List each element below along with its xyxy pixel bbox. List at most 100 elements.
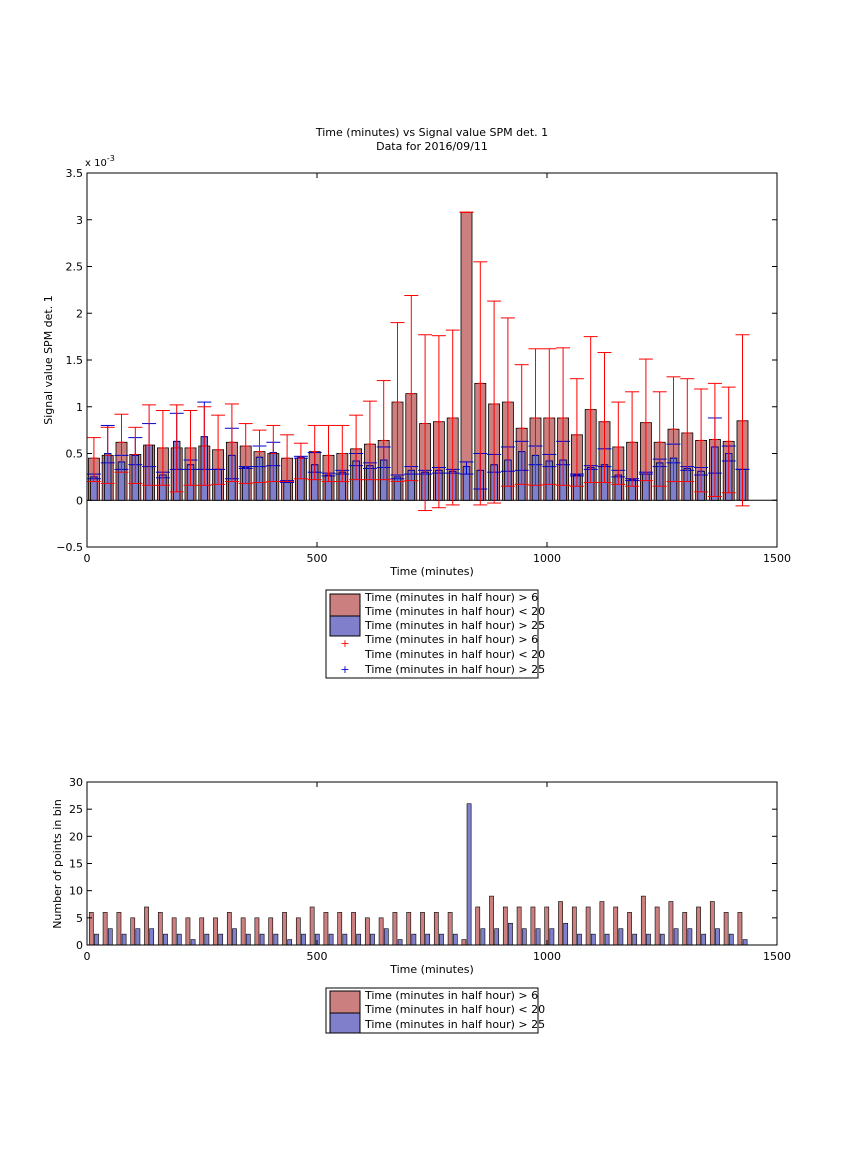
legend-label-5: Time (minutes in half hour) < 20 — [364, 648, 545, 661]
count-bar-blue — [673, 928, 679, 946]
count-bar-red — [461, 939, 467, 946]
count-bar-red — [171, 917, 177, 946]
count-bar-blue — [480, 928, 486, 946]
count-legend-swatch-red — [329, 990, 361, 1014]
signal-y-tick-label: 0 — [76, 494, 83, 507]
count-bar-red — [627, 912, 632, 946]
count-bar-red — [323, 912, 329, 946]
signal-y-tick-label: 2 — [76, 307, 83, 320]
count-bar-red — [309, 906, 315, 946]
count-bar-red — [144, 906, 149, 946]
count-bar-blue — [632, 933, 638, 946]
count-legend-label-3: Time (minutes in half hour) > 25 — [364, 1018, 545, 1031]
signal-bar-red — [460, 211, 473, 501]
count-bar-blue — [383, 928, 389, 946]
count-bar-blue — [356, 933, 362, 946]
count-bars — [88, 803, 748, 946]
count-bar-blue — [397, 939, 403, 946]
count-bar-blue — [135, 928, 141, 946]
signal-x-tick-label: 1000 — [533, 552, 561, 565]
count-bar-blue — [190, 939, 196, 946]
signal-x-tick-label: 500 — [307, 552, 328, 565]
count-bar-red — [571, 906, 577, 946]
count-bar-blue — [94, 933, 99, 946]
signal-y-multiplier: x 10-3 — [85, 154, 115, 169]
count-x-tick-label: 0 — [84, 950, 91, 963]
signal-axes-box — [86, 172, 778, 548]
count-y-tick-label: 15 — [69, 858, 83, 871]
count-bar-blue — [687, 928, 693, 946]
legend-marker-red-plus: + — [340, 637, 349, 650]
count-bar-blue — [425, 933, 431, 946]
count-bar-blue — [715, 928, 720, 946]
count-bar-red — [613, 906, 619, 946]
count-bar-blue — [590, 933, 596, 946]
count-bar-blue — [176, 933, 182, 946]
count-bar-red — [475, 906, 481, 946]
count-bar-red — [268, 917, 274, 946]
count-bar-red — [240, 917, 246, 946]
count-bar-red — [558, 901, 563, 946]
count-bar-blue — [549, 928, 555, 946]
count-bar-blue — [508, 922, 513, 946]
count-bar-blue — [273, 933, 279, 946]
signal-bar-blue — [283, 481, 291, 501]
signal-chart-title: Time (minutes) vs Signal value SPM det. … — [315, 126, 548, 139]
count-bar-red — [516, 906, 522, 946]
signal-legend: + + Time (minutes in half hour) > 6 Time… — [325, 589, 545, 679]
signal-x-tick-label: 0 — [84, 552, 91, 565]
count-bar-red — [88, 912, 94, 946]
count-bar-blue — [618, 928, 624, 946]
count-y-tick-label: 25 — [69, 803, 83, 816]
count-bar-red — [668, 901, 674, 946]
count-legend-box — [325, 987, 539, 1034]
count-y-tick-label: 20 — [69, 830, 83, 843]
count-bar-blue — [218, 933, 224, 946]
legend-marker-blue-plus: + — [340, 663, 349, 676]
count-bar-red — [737, 912, 743, 946]
signal-y-tick-label: 2.5 — [66, 261, 84, 274]
count-bar-red — [502, 906, 508, 946]
count-bar-blue — [259, 933, 265, 946]
count-bar-red — [640, 895, 646, 946]
count-bar-red — [682, 912, 688, 946]
count-bar-blue — [742, 939, 748, 946]
legend-label-4: Time (minutes in half hour) > 6 — [364, 633, 538, 646]
signal-y-tick-label: 1.5 — [66, 354, 84, 367]
count-bar-red — [130, 917, 136, 946]
count-bar-blue — [494, 928, 500, 946]
count-x-tick-label: 1500 — [763, 950, 791, 963]
count-bar-blue — [149, 928, 155, 946]
count-axes-box — [86, 781, 778, 946]
count-bar-red — [199, 917, 205, 946]
count-bar-blue — [245, 933, 251, 946]
signal-y-tick-label: 3 — [76, 214, 83, 227]
signal-y-tick-label: −0.5 — [56, 541, 83, 554]
signal-error-bars — [86, 211, 750, 512]
count-bar-red — [226, 912, 232, 946]
count-bar-red — [433, 912, 439, 946]
count-bar-blue — [163, 933, 168, 946]
count-bar-red — [696, 906, 701, 946]
count-bar-red — [378, 917, 384, 946]
count-bar-blue — [328, 933, 334, 946]
legend-label-2: Time (minutes in half hour) < 20 — [364, 605, 545, 618]
count-bar-blue — [452, 933, 458, 946]
count-bar-blue — [411, 933, 417, 946]
count-bar-red — [102, 912, 108, 946]
count-y-tick-label: 30 — [69, 776, 83, 789]
count-bar-red — [420, 912, 425, 946]
signal-y-tick-label: 0.5 — [66, 448, 84, 461]
signal-y-multiplier-exponent: -3 — [107, 154, 115, 163]
count-bar-red — [213, 917, 218, 946]
count-y-axis-label: Number of points in bin — [51, 799, 64, 929]
count-bar-red — [295, 917, 301, 946]
signal-y-tick-label: 3.5 — [66, 167, 84, 180]
legend-swatch-blue-bar — [329, 615, 361, 637]
count-legend-swatch-blue — [329, 1012, 361, 1034]
count-bar-blue — [521, 928, 527, 946]
count-legend-label-1: Time (minutes in half hour) > 6 — [364, 989, 538, 1002]
count-bar-red — [530, 906, 536, 946]
